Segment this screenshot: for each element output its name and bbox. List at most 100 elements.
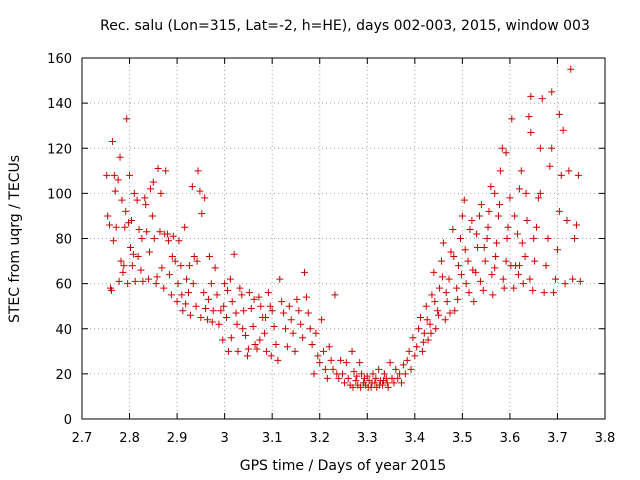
y-tick-label: 100 <box>47 187 72 202</box>
x-tick-label: 3.3 <box>357 431 378 446</box>
data-point <box>499 275 507 283</box>
data-point <box>521 253 529 261</box>
data-point <box>240 307 248 315</box>
data-point <box>251 341 259 349</box>
data-point <box>483 235 491 242</box>
data-point <box>142 201 150 209</box>
data-point <box>353 372 361 380</box>
data-point <box>464 257 472 265</box>
data-point <box>207 280 215 288</box>
data-point <box>121 223 129 231</box>
data-point <box>117 257 125 265</box>
data-point <box>422 302 430 310</box>
data-point <box>146 185 154 193</box>
data-point <box>552 275 560 283</box>
data-point <box>233 320 241 328</box>
data-point <box>283 343 291 351</box>
data-point <box>493 239 501 247</box>
data-point <box>200 289 208 297</box>
data-point <box>508 115 516 123</box>
data-point <box>435 311 443 319</box>
data-point <box>249 322 257 330</box>
data-point <box>438 273 446 281</box>
x-tick-label: 2.7 <box>72 431 93 446</box>
data-point <box>221 280 229 288</box>
data-point <box>111 187 119 195</box>
data-point <box>469 266 477 274</box>
data-point <box>219 336 227 344</box>
data-point <box>426 320 434 328</box>
data-point <box>350 368 358 376</box>
data-point <box>227 334 235 342</box>
data-point <box>167 291 175 299</box>
data-point <box>255 293 263 301</box>
data-point <box>527 92 535 100</box>
data-point <box>186 311 194 319</box>
data-point <box>197 313 205 321</box>
data-point <box>205 253 213 261</box>
data-point <box>126 171 134 179</box>
data-point <box>165 271 173 279</box>
data-point <box>122 207 130 215</box>
data-point <box>443 298 451 306</box>
data-point <box>498 144 506 152</box>
data-point <box>484 223 492 231</box>
data-point <box>224 347 232 355</box>
data-point <box>109 237 117 245</box>
x-tick-label: 3.7 <box>547 431 568 446</box>
data-point <box>495 201 503 209</box>
data-point <box>449 225 457 233</box>
data-point <box>310 370 318 378</box>
data-point <box>457 271 465 279</box>
data-point <box>423 316 431 324</box>
data-point <box>124 280 132 288</box>
data-point <box>529 286 537 294</box>
data-point <box>489 291 497 299</box>
data-point <box>262 347 270 355</box>
data-point <box>217 307 225 315</box>
data-point <box>454 295 462 303</box>
data-point <box>398 379 406 387</box>
y-axis-label: STEC from uqrg / TECUs <box>7 155 23 323</box>
data-point <box>127 216 135 224</box>
data-point <box>403 356 411 364</box>
data-point <box>329 365 337 373</box>
data-point <box>152 280 160 288</box>
data-point <box>451 307 459 315</box>
x-tick-label: 3.2 <box>309 431 330 446</box>
y-tick-label: 80 <box>55 233 72 248</box>
x-tick-label: 3.1 <box>262 431 283 446</box>
data-point <box>511 212 519 220</box>
data-point <box>436 284 444 292</box>
data-point <box>563 216 571 224</box>
data-point <box>314 352 322 360</box>
data-point <box>243 352 251 360</box>
data-point <box>550 289 558 297</box>
data-point <box>431 298 439 306</box>
data-point <box>266 302 274 310</box>
data-point <box>530 235 538 242</box>
data-point <box>129 250 137 258</box>
data-point <box>104 212 112 220</box>
data-point <box>557 171 565 179</box>
data-point <box>126 244 134 252</box>
data-point <box>287 316 295 324</box>
data-point <box>491 189 499 197</box>
data-point <box>256 336 264 344</box>
data-point <box>202 304 210 312</box>
data-point <box>576 277 584 285</box>
data-point <box>211 264 219 272</box>
data-point <box>321 365 329 373</box>
data-point <box>209 307 217 315</box>
y-tick-label: 0 <box>64 413 72 428</box>
data-point <box>368 379 376 387</box>
data-point <box>274 356 282 364</box>
data-point <box>477 201 485 209</box>
data-point <box>375 365 383 373</box>
data-point <box>430 268 438 276</box>
data-point <box>234 347 242 355</box>
data-point <box>349 383 357 391</box>
data-point <box>432 325 440 333</box>
data-point <box>352 377 360 385</box>
